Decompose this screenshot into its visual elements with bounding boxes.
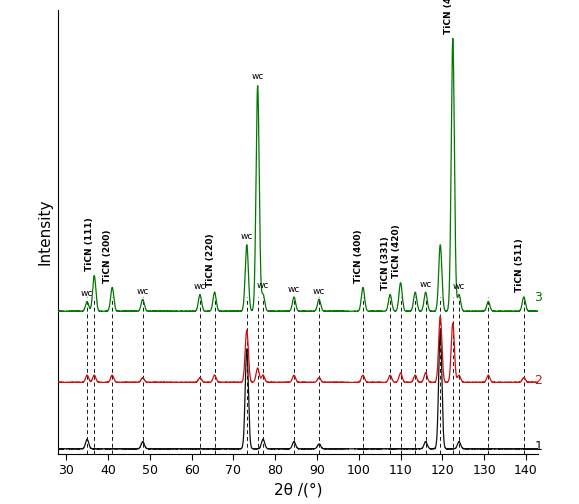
Text: wc: wc xyxy=(241,232,253,241)
Text: TiCN (400): TiCN (400) xyxy=(354,229,363,283)
Text: TiCN (511): TiCN (511) xyxy=(515,238,524,292)
Text: wc: wc xyxy=(194,282,206,291)
Text: TiCN (111): TiCN (111) xyxy=(85,217,94,271)
Text: TiCN (220): TiCN (220) xyxy=(206,234,215,287)
Text: wc: wc xyxy=(453,282,466,291)
Y-axis label: Intensity: Intensity xyxy=(37,199,52,265)
Text: wc: wc xyxy=(251,72,264,81)
Text: TiCN (422): TiCN (422) xyxy=(444,0,453,34)
Text: TiCN (200): TiCN (200) xyxy=(103,229,112,283)
Text: wc: wc xyxy=(288,284,300,293)
Text: TiCN (420): TiCN (420) xyxy=(391,224,401,278)
X-axis label: 2θ /(°): 2θ /(°) xyxy=(274,482,323,497)
Text: 2: 2 xyxy=(534,373,542,387)
Text: TiCN (331): TiCN (331) xyxy=(381,236,390,290)
Text: wc: wc xyxy=(257,281,269,290)
Text: 1: 1 xyxy=(534,440,542,453)
Text: wc: wc xyxy=(419,280,432,289)
Text: wc: wc xyxy=(313,287,325,296)
Text: wc: wc xyxy=(137,287,149,296)
Text: wc: wc xyxy=(81,289,93,298)
Text: 3: 3 xyxy=(534,291,542,303)
